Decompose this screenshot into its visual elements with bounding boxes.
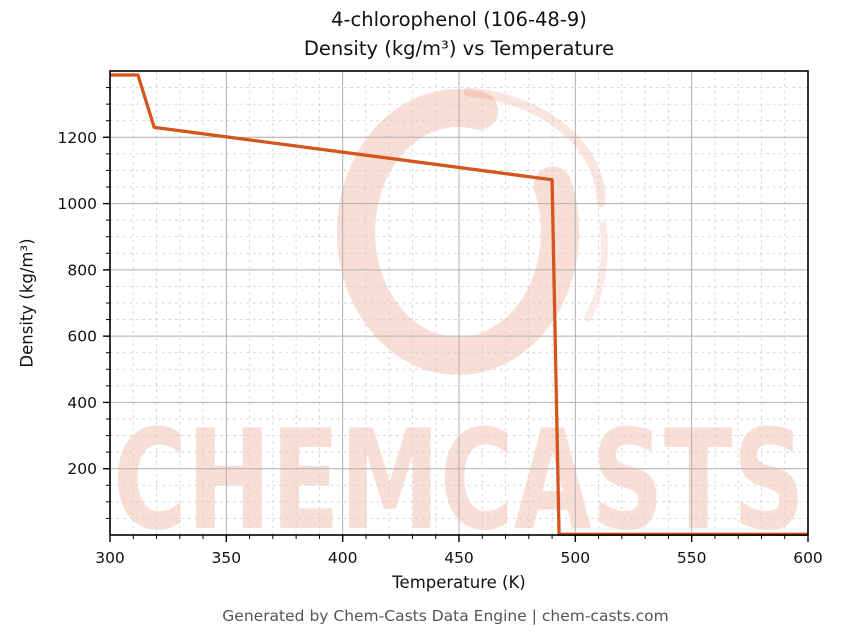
y-tick-label: 600: [67, 328, 97, 346]
chart-subtitle: Density (kg/m³) vs Temperature: [303, 37, 615, 60]
y-tick-label: 800: [67, 261, 97, 279]
chemcasts-c-logo: [337, 89, 580, 375]
chart-title: 4-chlorophenol (106-48-9): [331, 8, 587, 31]
logo-swoosh-icon: [584, 221, 608, 322]
y-tick-label: 1000: [58, 195, 97, 213]
y-tick-label: 400: [67, 394, 97, 412]
logo-swoosh-icon: [463, 87, 606, 208]
tick-marks: [103, 87, 809, 542]
y-tick-label: 200: [67, 460, 97, 478]
y-tick-label: 1200: [58, 129, 97, 147]
x-tick-label: 350: [212, 549, 242, 567]
x-tick-label: 500: [561, 549, 591, 567]
x-tick-label: 600: [793, 549, 823, 567]
tick-labels: 300 350 400 450 500 550 600 200 400 600 800 1000 120…: [58, 129, 823, 567]
x-tick-label: 400: [328, 549, 358, 567]
x-axis-label: Temperature (K): [392, 573, 526, 592]
x-tick-label: 450: [444, 549, 474, 567]
x-tick-label: 300: [95, 549, 125, 567]
y-axis-label: Density (kg/m³): [17, 238, 37, 368]
footer-credit: Generated by Chem-Casts Data Engine | ch…: [222, 607, 669, 625]
x-tick-label: 550: [677, 549, 707, 567]
